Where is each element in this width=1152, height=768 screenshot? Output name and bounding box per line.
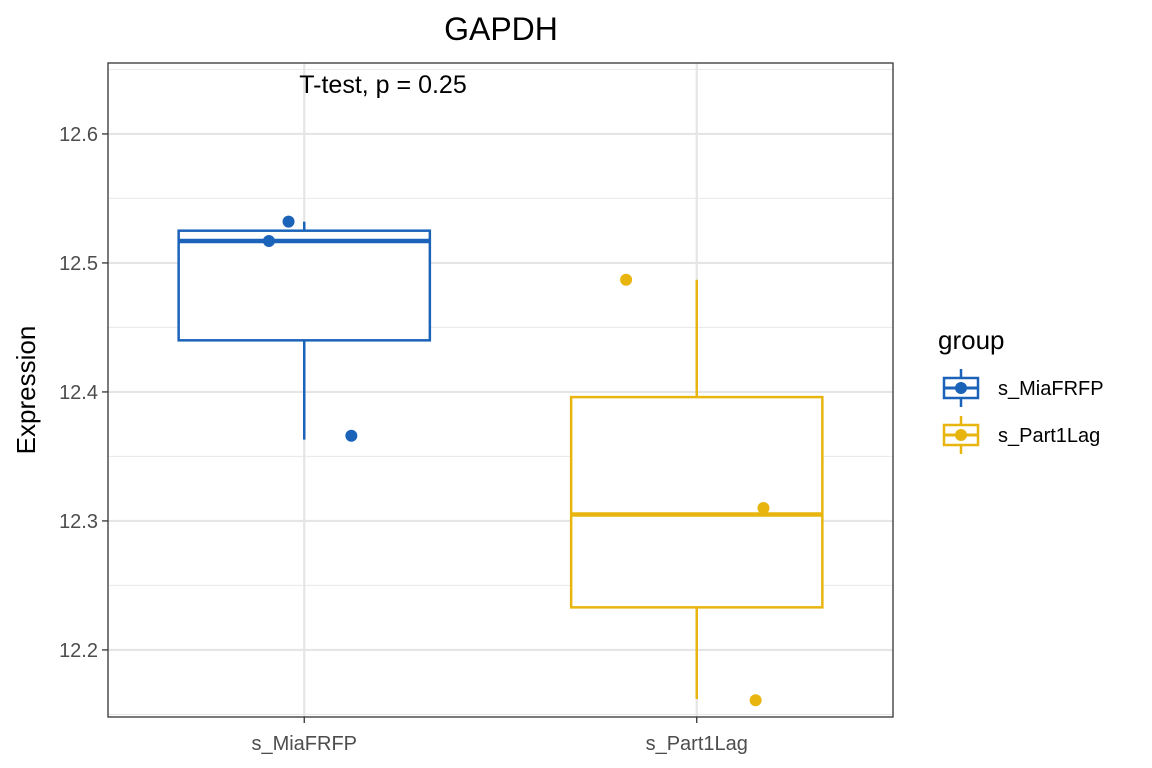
legend-item-s_MiaFRFP: s_MiaFRFP <box>942 369 1104 407</box>
panel-border <box>107 62 894 718</box>
x-tick-label: s_MiaFRFP <box>251 733 357 755</box>
box-body <box>569 395 824 609</box>
point-s_Part1Lag <box>749 694 762 707</box>
legend-item-s_Part1Lag: s_Part1Lag <box>942 416 1100 454</box>
box-s_Part1Lag <box>569 279 824 699</box>
y-tick-label: 12.2 <box>59 640 98 662</box>
chart-title: GAPDH <box>444 11 558 47</box>
legend: group s_MiaFRFP s_Part1Lag <box>938 325 1104 454</box>
legend-point <box>955 429 967 441</box>
x-axis: s_MiaFRFP s_Part1Lag <box>251 717 748 755</box>
t-test-annotation: T-test, p = 0.25 <box>299 71 466 99</box>
point-s_Part1Lag <box>620 273 633 286</box>
y-tick-label: 12.5 <box>59 253 98 275</box>
point-s_MiaFRFP <box>282 215 295 228</box>
box-s_MiaFRFP <box>177 221 432 440</box>
x-tick-label: s_Part1Lag <box>646 733 748 755</box>
data-points <box>262 215 770 707</box>
boxes <box>177 221 824 699</box>
plot-panel <box>107 62 894 718</box>
y-tick-label: 12.4 <box>59 382 98 404</box>
legend-label: s_Part1Lag <box>998 425 1100 447</box>
point-s_MiaFRFP <box>262 235 275 248</box>
point-s_MiaFRFP <box>345 429 358 442</box>
legend-label: s_MiaFRFP <box>998 378 1104 400</box>
y-tick-label: 12.3 <box>59 511 98 533</box>
major-gridlines <box>108 63 893 717</box>
y-tick-label: 12.6 <box>59 124 98 146</box>
point-s_Part1Lag <box>757 502 770 515</box>
legend-point <box>955 382 967 394</box>
y-axis-title: Expression <box>11 326 41 455</box>
legend-title: group <box>938 325 1005 355</box>
y-axis: 12.2 12.3 12.4 12.5 12.6 <box>59 124 108 662</box>
box-body <box>177 229 432 342</box>
